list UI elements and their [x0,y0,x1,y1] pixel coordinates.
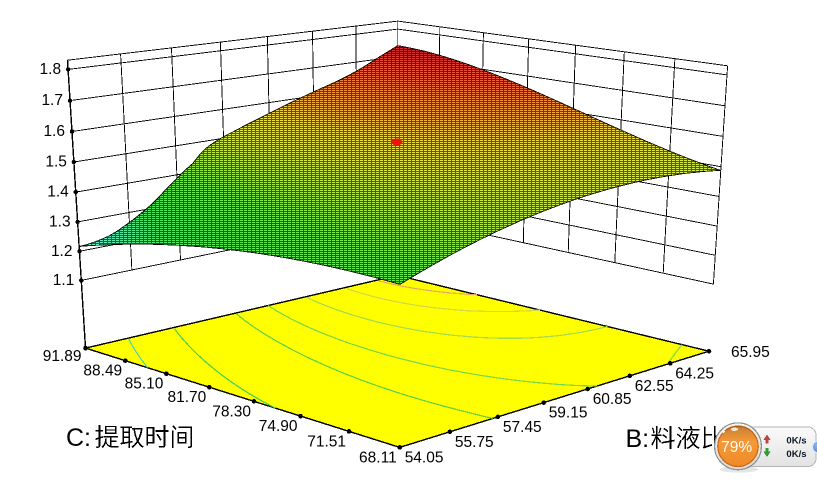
svg-text:62.55: 62.55 [635,378,674,395]
svg-text:0K/s: 0K/s [786,436,806,447]
svg-text:65.95: 65.95 [731,344,770,361]
svg-text:64.25: 64.25 [675,365,714,382]
svg-text:60.85: 60.85 [593,391,632,408]
svg-text:81.70: 81.70 [168,389,207,406]
svg-text:78.30: 78.30 [212,403,251,420]
svg-text:1.2: 1.2 [51,243,73,260]
svg-text:1.3: 1.3 [49,213,71,230]
svg-text:1.1: 1.1 [53,272,75,289]
svg-text:57.45: 57.45 [503,419,542,436]
svg-text:1.5: 1.5 [45,154,67,171]
svg-text:79%: 79% [721,439,752,456]
svg-text:74.90: 74.90 [259,418,298,435]
svg-text:71.51: 71.51 [307,433,346,450]
svg-text:91.89: 91.89 [43,348,82,365]
svg-text:88.49: 88.49 [83,363,122,380]
svg-text:59.15: 59.15 [549,405,588,422]
svg-text:85.10: 85.10 [125,376,164,393]
svg-text:55.75: 55.75 [455,434,494,451]
svg-text:B:: B: [626,425,650,453]
svg-text:C:: C: [66,424,91,452]
svg-text:1.8: 1.8 [40,61,62,78]
svg-text:54.05: 54.05 [405,449,444,466]
svg-text:1.7: 1.7 [41,92,63,109]
svg-text:1.6: 1.6 [43,123,65,140]
svg-text:0K/s: 0K/s [786,449,806,460]
svg-text:1.4: 1.4 [47,184,69,201]
svg-text:68.11: 68.11 [359,449,397,466]
